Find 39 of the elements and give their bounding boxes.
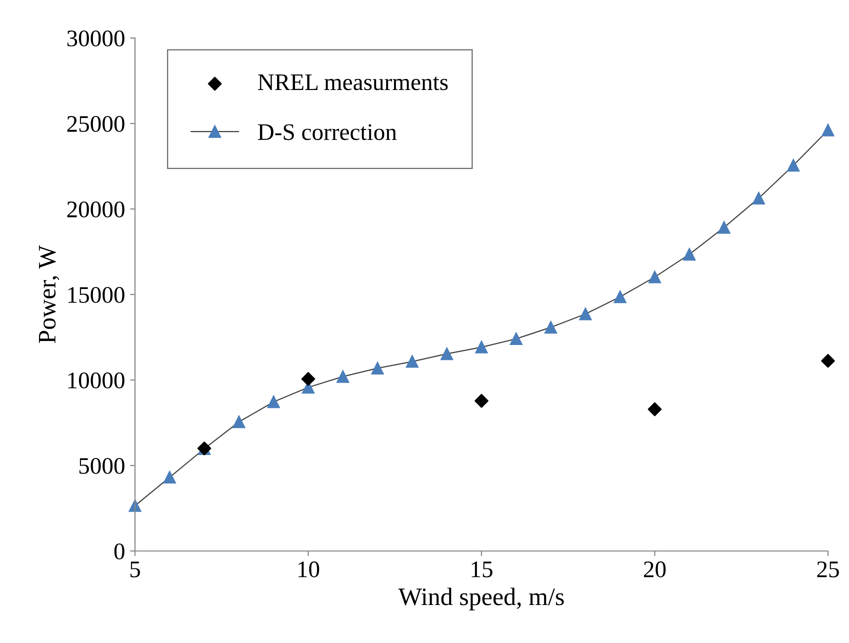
point xyxy=(718,221,730,234)
y-tick-label: 5000 xyxy=(79,458,124,474)
x-axis-title: Wind speed, m/s xyxy=(398,588,564,610)
point xyxy=(301,372,316,386)
point xyxy=(371,362,384,374)
point xyxy=(648,402,662,416)
y-tick-label: 30000 xyxy=(67,30,124,46)
point xyxy=(440,348,454,360)
y-tick-label: 10000 xyxy=(68,372,124,388)
x-tick-label: 20 xyxy=(644,561,666,578)
x-tick-label: 25 xyxy=(817,561,839,578)
point xyxy=(752,192,765,204)
point xyxy=(822,124,834,136)
y-tick-label: 25000 xyxy=(67,116,124,132)
point xyxy=(579,308,592,320)
legend-label: NREL measurments xyxy=(258,74,448,90)
x-tick-label: 10 xyxy=(298,561,320,578)
point xyxy=(406,355,418,368)
point xyxy=(336,370,350,383)
legend-label: D-S correction xyxy=(258,124,397,140)
x-tick-label: 5 xyxy=(130,562,140,578)
point xyxy=(475,340,488,354)
point xyxy=(267,396,280,408)
y-tick-label: 0 xyxy=(114,543,124,560)
point xyxy=(821,354,835,368)
point xyxy=(683,248,696,261)
point xyxy=(163,471,176,484)
point xyxy=(232,416,246,428)
point xyxy=(544,321,558,334)
x-tick-label: 15 xyxy=(472,562,492,578)
point xyxy=(648,270,661,284)
point xyxy=(474,394,488,408)
y-axis-title: Power, W xyxy=(39,245,60,344)
y-tick-label: 20000 xyxy=(67,201,124,218)
y-tick-label: 15000 xyxy=(68,286,124,303)
point xyxy=(128,499,142,512)
point xyxy=(510,332,522,346)
point xyxy=(614,290,626,304)
point xyxy=(787,159,800,172)
